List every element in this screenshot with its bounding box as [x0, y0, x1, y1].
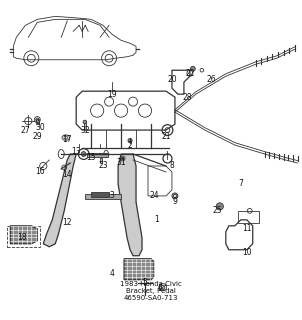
Text: 31: 31 [116, 158, 126, 167]
Text: 13: 13 [71, 147, 81, 156]
Polygon shape [118, 154, 142, 256]
Text: 18: 18 [18, 233, 27, 242]
Circle shape [128, 139, 132, 143]
Bar [36, 119, 39, 124]
Bar [7, 226, 40, 247]
Circle shape [191, 66, 195, 71]
Text: 10: 10 [242, 248, 252, 257]
Polygon shape [43, 154, 76, 247]
Text: 7: 7 [238, 180, 243, 188]
Text: 8: 8 [169, 162, 174, 171]
Text: 21: 21 [161, 132, 171, 140]
Text: 17: 17 [63, 134, 72, 144]
Text: 6: 6 [158, 284, 162, 293]
Circle shape [172, 193, 178, 199]
Circle shape [216, 203, 223, 210]
Text: 32: 32 [80, 125, 90, 135]
Polygon shape [10, 226, 37, 244]
Bar [84, 123, 86, 129]
Text: 11: 11 [242, 224, 252, 233]
Text: 26: 26 [206, 75, 216, 84]
Circle shape [121, 157, 124, 160]
Text: 19: 19 [107, 90, 117, 99]
Text: 22: 22 [185, 69, 195, 78]
Bar [85, 194, 121, 199]
Circle shape [83, 120, 87, 124]
Circle shape [81, 152, 86, 156]
Text: 16: 16 [35, 167, 45, 176]
Text: 2: 2 [128, 140, 133, 149]
Polygon shape [124, 259, 154, 280]
Text: 14: 14 [63, 171, 72, 180]
Bar [238, 211, 259, 223]
Text: 27: 27 [21, 125, 30, 135]
Text: 1983 Honda Civic
Bracket, Pedal
46590-SA0-713: 1983 Honda Civic Bracket, Pedal 46590-SA… [120, 281, 182, 300]
Text: 3: 3 [110, 191, 114, 200]
Bar [91, 192, 109, 197]
Text: 20: 20 [167, 75, 177, 84]
Text: 29: 29 [33, 132, 42, 140]
Text: 9: 9 [172, 197, 177, 206]
Text: 30: 30 [35, 123, 45, 132]
Bar [87, 153, 108, 157]
Text: 25: 25 [212, 206, 222, 215]
Text: 15: 15 [86, 153, 96, 162]
Text: 12: 12 [63, 218, 72, 227]
Text: 5: 5 [143, 278, 147, 287]
Text: 24: 24 [149, 191, 159, 200]
Text: 28: 28 [182, 93, 192, 102]
Text: 23: 23 [98, 162, 108, 171]
Bar [100, 158, 102, 163]
Text: 4: 4 [110, 269, 114, 278]
Text: 1: 1 [155, 215, 159, 224]
Circle shape [173, 195, 176, 197]
